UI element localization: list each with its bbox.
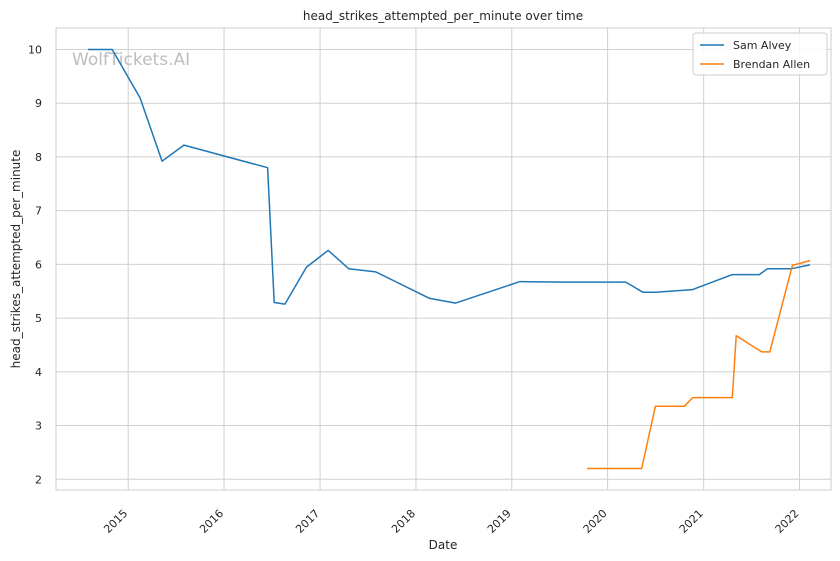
x-tick-label: 2018 <box>389 507 418 536</box>
legend-label-brendan-allen: Brendan Allen <box>733 58 810 71</box>
y-tick-label: 7 <box>35 205 42 218</box>
y-tick-label: 3 <box>35 420 42 433</box>
y-axis-label: head_strikes_attempted_per_minute <box>9 150 23 369</box>
x-axis-ticks: 2015 2016 2017 2018 2019 2020 2021 2022 <box>101 507 801 536</box>
y-tick-label: 4 <box>35 366 42 379</box>
x-tick-label: 2017 <box>293 507 322 536</box>
grid <box>56 28 831 490</box>
y-axis-ticks: 2 3 4 5 6 7 8 9 10 <box>28 43 42 486</box>
legend-box <box>692 32 828 76</box>
chart-title: head_strikes_attempted_per_minute over t… <box>303 9 583 23</box>
y-tick-label: 9 <box>35 97 42 110</box>
x-axis-label: Date <box>429 538 458 552</box>
y-tick-label: 8 <box>35 151 42 164</box>
x-tick-label: 2021 <box>677 507 706 536</box>
series-line-brendan-allen <box>587 259 811 470</box>
x-tick-label: 2015 <box>101 507 130 536</box>
legend-label-sam-alvey: Sam Alvey <box>733 39 792 52</box>
plot-frame <box>55 27 832 491</box>
series-line-sam-alvey <box>88 48 811 305</box>
x-tick-label: 2019 <box>485 507 514 536</box>
x-tick-label: 2022 <box>773 507 802 536</box>
x-tick-label: 2016 <box>197 507 226 536</box>
y-tick-label: 10 <box>28 43 42 56</box>
y-tick-label: 6 <box>35 258 42 271</box>
watermark-text: WolfTickets.AI <box>72 50 190 70</box>
x-tick-label: 2020 <box>581 507 610 536</box>
legend: Sam Alvey Brendan Allen <box>692 32 828 76</box>
series-lines <box>88 48 811 470</box>
y-tick-label: 5 <box>35 312 42 325</box>
y-tick-label: 2 <box>35 473 42 486</box>
